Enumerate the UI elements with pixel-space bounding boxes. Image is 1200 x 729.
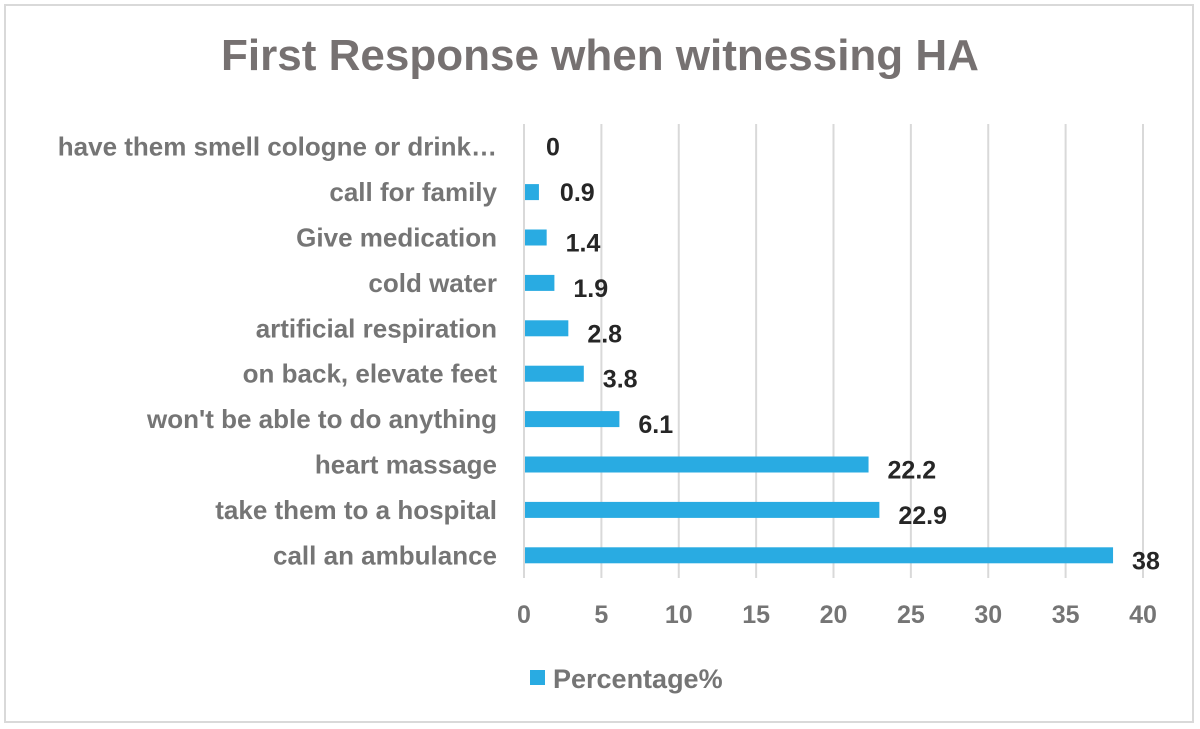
- category-label: call for family: [329, 177, 497, 207]
- data-label: 0: [546, 134, 560, 162]
- x-tick-label: 10: [665, 601, 693, 629]
- x-tick-label: 40: [1129, 601, 1157, 629]
- category-label: Give medication: [296, 223, 497, 253]
- x-tick-label: 0: [517, 601, 531, 629]
- data-label: 1.9: [573, 275, 608, 303]
- x-tick-label: 35: [1052, 601, 1080, 629]
- bar: [525, 456, 869, 473]
- data-label: 0.9: [560, 179, 595, 207]
- x-tick-label: 25: [897, 601, 925, 629]
- x-tick-label: 15: [742, 601, 770, 629]
- legend-label: Percentage%: [553, 664, 723, 694]
- x-tick-label: 5: [594, 601, 608, 629]
- category-label: won't be able to do anything: [146, 404, 497, 434]
- bar: [525, 365, 584, 382]
- data-label: 22.2: [888, 457, 937, 485]
- bar: [525, 547, 1114, 564]
- data-label: 38: [1132, 547, 1160, 575]
- bar: [525, 411, 620, 428]
- chart-title: First Response when witnessing HA: [221, 31, 979, 80]
- data-label: 2.8: [587, 320, 622, 348]
- data-label: 3.8: [603, 366, 638, 394]
- data-label: 22.9: [898, 502, 947, 530]
- category-label: heart massage: [315, 450, 497, 480]
- bar: [525, 229, 547, 246]
- bar: [525, 274, 555, 291]
- x-tick-label: 30: [974, 601, 1002, 629]
- bar: [525, 501, 880, 518]
- category-label: have them smell cologne or drink…: [58, 132, 497, 162]
- category-label: on back, elevate feet: [243, 359, 498, 389]
- category-label: call an ambulance: [273, 540, 497, 570]
- category-label: cold water: [368, 268, 497, 298]
- data-label: 6.1: [638, 411, 673, 439]
- category-label: artificial respiration: [256, 313, 497, 343]
- bar: [525, 184, 539, 201]
- legend-swatch: [530, 670, 545, 685]
- bar: [525, 320, 569, 337]
- data-label: 1.4: [566, 230, 601, 258]
- category-label: take them to a hospital: [215, 495, 497, 525]
- chart-frame: [4, 4, 1194, 723]
- x-tick-label: 20: [820, 601, 848, 629]
